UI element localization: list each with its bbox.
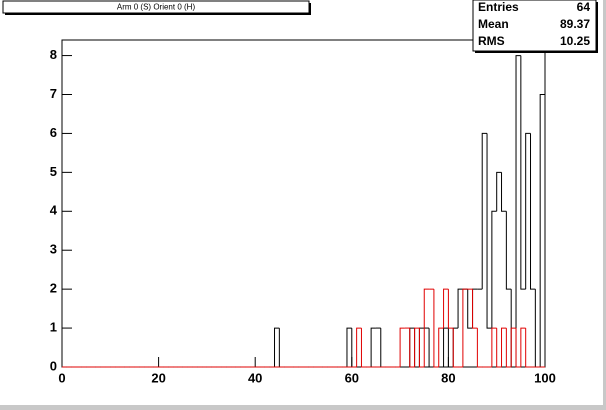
histogram-bin	[520, 327, 526, 367]
stat-value: 10.25	[560, 34, 590, 48]
histogram-bin	[462, 288, 468, 367]
histogram-bin	[520, 55, 526, 290]
y-tick-label: 0	[50, 358, 57, 373]
histogram-bin	[496, 328, 502, 368]
x-tick-label: 20	[151, 370, 165, 385]
histogram-bin	[447, 328, 454, 368]
title-box	[2, 0, 310, 14]
histogram-bin	[505, 211, 512, 290]
y-tick-label: 5	[50, 164, 57, 179]
histogram-bin	[274, 327, 280, 367]
histogram-bin	[491, 210, 497, 329]
stats: Entries 64 Mean 89.37 RMS 10.25	[478, 0, 590, 48]
y-tick-label: 3	[50, 242, 57, 257]
histogram-bin	[356, 327, 362, 367]
y-tick-label: 7	[50, 86, 57, 101]
histogram-bin	[539, 94, 546, 367]
histogram-bin	[433, 289, 439, 368]
canvas-edge	[603, 0, 606, 410]
histogram-bin	[443, 288, 449, 329]
x-tick-label: 0	[58, 370, 65, 385]
stat-label: RMS	[478, 34, 505, 48]
histogram-bin	[486, 133, 492, 329]
x-tick-label: 80	[441, 370, 455, 385]
stats-box	[472, 0, 597, 52]
y-tick-label: 1	[50, 320, 57, 335]
histogram-bin	[491, 327, 497, 367]
histogram-bin	[346, 327, 352, 367]
x-tick-label: 60	[345, 370, 359, 385]
histogram-bin	[438, 327, 444, 367]
histogram-bin	[370, 327, 376, 367]
title: Arm 0 (S) Orient 0 (H)	[117, 3, 196, 12]
histogram-bin	[530, 133, 536, 290]
stat-value: 64	[577, 0, 591, 14]
histogram-bin	[505, 328, 512, 368]
stat-value: 89.37	[560, 17, 590, 31]
histogram-bin	[525, 132, 531, 290]
histogram-bin	[428, 328, 434, 368]
histogram-bin	[510, 327, 517, 367]
histogram-bin	[423, 288, 430, 367]
histogram-bin	[414, 327, 420, 367]
stat-label: Entries	[478, 0, 519, 14]
histogram-bin	[496, 171, 502, 212]
histogram-bin	[481, 132, 488, 290]
canvas-edge	[0, 405, 606, 410]
histogram-bin	[501, 327, 507, 367]
histogram-bin	[399, 327, 405, 367]
histogram-bin	[452, 328, 459, 368]
histogram-bin	[476, 328, 483, 368]
histogram-bin	[467, 289, 473, 329]
y-tick-label: 6	[50, 125, 57, 140]
histogram-bin	[525, 328, 531, 368]
histogram-bin	[457, 288, 463, 329]
y-tick-label: 2	[50, 281, 57, 296]
y-tick-label: 4	[50, 203, 58, 218]
histogram-bin	[418, 328, 425, 368]
histogram-bin	[515, 328, 521, 368]
y-tick-label: 8	[50, 47, 57, 62]
histogram-bin	[501, 172, 507, 212]
x-tick-label: 100	[534, 370, 556, 385]
histogram-bin	[409, 328, 415, 368]
histogram-bin	[515, 55, 521, 367]
stat-label: Mean	[478, 17, 509, 31]
histogram-bin	[360, 328, 367, 368]
histogram-bin	[472, 289, 478, 329]
x-tick-label: 40	[248, 370, 262, 385]
histogram-bin	[447, 289, 454, 329]
